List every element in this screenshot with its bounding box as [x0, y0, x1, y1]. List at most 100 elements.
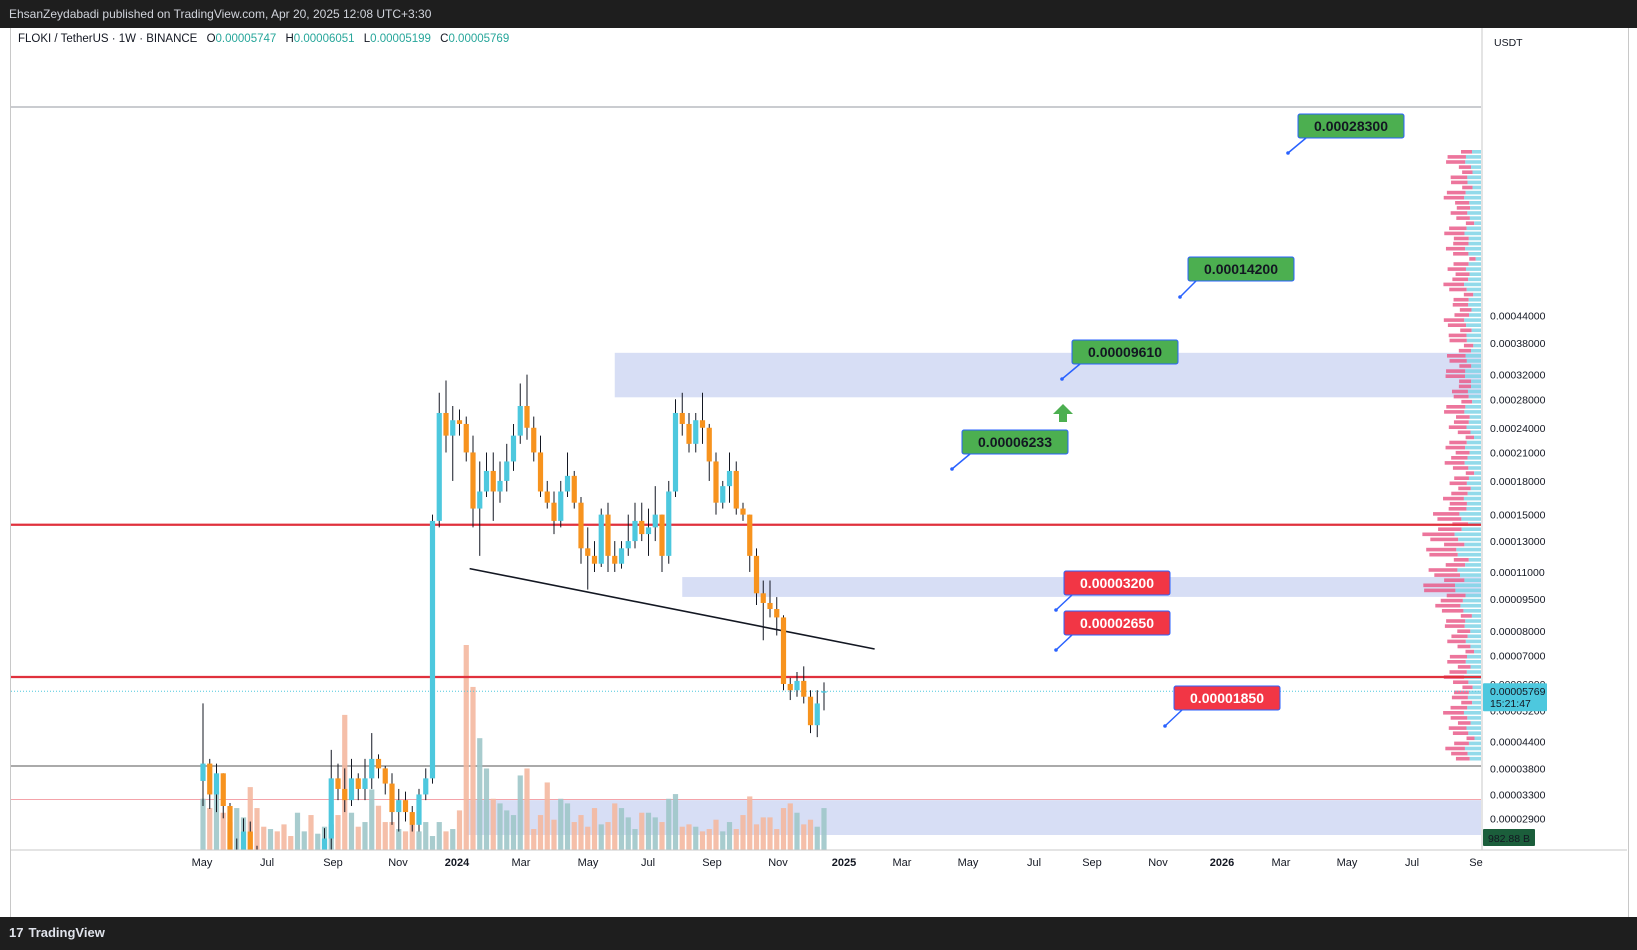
candle-body [551, 502, 557, 521]
candle-body [585, 548, 591, 556]
volume-bar [760, 817, 766, 850]
vp-buy-bar [1458, 537, 1481, 542]
price-chart[interactable]: 0.00028300 0.00014200 0.00009610 0.00006233… [0, 0, 1637, 917]
vp-buy-bar [1465, 639, 1481, 644]
tag-0.00003200: 0.00003200 [1054, 570, 1171, 612]
volume-bar [625, 817, 631, 850]
vp-buy-bar [1467, 180, 1481, 185]
volume-bar [612, 803, 618, 850]
vp-buy-bar [1471, 348, 1481, 353]
candle-body [335, 778, 341, 789]
tag-label: 0.00003200 [1080, 575, 1154, 591]
open-label: O [206, 33, 216, 45]
up-arrow-icon [1053, 404, 1073, 422]
vp-buy-bar [1474, 221, 1481, 225]
vp-buy-bar [1463, 496, 1481, 501]
symbol-legend: FLOKI / TetherUS · 1W · BINANCE O0.00005… [18, 33, 509, 45]
volume-bar [247, 787, 253, 850]
vp-buy-bar [1468, 680, 1481, 684]
vp-sell-bar [1457, 721, 1471, 725]
candle-body [348, 778, 355, 801]
vp-buy-bar [1468, 394, 1481, 399]
candle-body [787, 683, 793, 691]
vp-sell-bar [1460, 614, 1472, 618]
candle-body [396, 800, 402, 813]
y-tick-label: 0.00018000 [1490, 476, 1546, 488]
volume-bar [639, 812, 645, 850]
vp-sell-bar [1443, 195, 1465, 200]
tag-anchor-dot [1286, 151, 1290, 155]
vp-buy-bar [1464, 318, 1481, 322]
volume-bar [463, 645, 469, 850]
demand-zone [338, 901, 1481, 917]
candle-body [753, 555, 760, 594]
candle-body [672, 412, 679, 492]
candle-body [409, 812, 415, 825]
vp-buy-bar [1474, 736, 1481, 741]
vp-sell-bar [1449, 338, 1467, 343]
vp-buy-bar [1464, 195, 1481, 200]
x-tick-label: Sep [1082, 857, 1102, 869]
vp-buy-bar [1468, 252, 1481, 256]
vp-buy-bar [1470, 486, 1481, 491]
vp-buy-bar [1471, 308, 1481, 312]
vp-sell-bar [1453, 680, 1469, 684]
candle-body [814, 703, 820, 726]
candle-body [625, 541, 631, 549]
tv-logo-icon: 17 [9, 925, 24, 940]
vp-sell-bar [1458, 486, 1471, 491]
x-tick-label: Mar [512, 857, 531, 869]
candle-body [200, 763, 206, 781]
volume-bar [807, 819, 814, 850]
tag-label: 0.00028300 [1314, 118, 1388, 134]
tag-box [1063, 570, 1171, 596]
candle-body [321, 838, 328, 850]
candle-body [456, 420, 463, 424]
volume-bar [726, 822, 733, 850]
volume-bar [699, 831, 706, 850]
volume-bar [294, 812, 301, 850]
candle-body [720, 486, 726, 503]
vp-buy-bar [1464, 461, 1481, 465]
vp-buy-bar [1466, 333, 1481, 338]
vp-buy-bar [1471, 364, 1481, 368]
vp-sell-bar [1454, 476, 1469, 480]
candle-body [747, 514, 753, 556]
vp-sell-bar [1453, 262, 1469, 266]
vp-buy-bar [1472, 150, 1481, 154]
candle-body [355, 778, 361, 789]
vp-buy-bar [1465, 155, 1481, 159]
y-tick-label: 0.00004400 [1490, 736, 1546, 748]
volume-bar [517, 775, 523, 850]
y-tick-label: 0.00015000 [1490, 510, 1546, 522]
vp-sell-bar [1460, 328, 1472, 333]
vp-buy-bar [1471, 379, 1481, 384]
volume-bar [288, 836, 294, 850]
vp-buy-bar [1474, 471, 1481, 475]
volume-bar [429, 836, 436, 850]
tag-label: 0.00002650 [1080, 615, 1154, 631]
vp-buy-bar [1468, 731, 1481, 735]
volume-bar [416, 831, 422, 850]
tradingview-logo[interactable]: 17 TradingView [9, 925, 105, 940]
vp-buy-bar [1464, 746, 1481, 751]
vp-buy-bar [1464, 542, 1481, 547]
vp-sell-bar [1457, 629, 1471, 633]
volume-bar [821, 808, 827, 850]
volume-bar [632, 829, 638, 850]
y-tick-label: 0.00008000 [1490, 626, 1546, 638]
candle-body [524, 405, 530, 428]
tag-anchor-dot [1054, 648, 1058, 652]
vp-sell-bar [1451, 695, 1468, 700]
vp-buy-bar [1465, 369, 1481, 373]
vp-sell-bar [1450, 211, 1468, 215]
vp-sell-bar [1447, 323, 1467, 327]
tag-box [1187, 256, 1295, 282]
vp-sell-bar [1445, 246, 1466, 251]
vp-buy-bar [1460, 603, 1481, 608]
vp-buy-bar [1468, 690, 1481, 695]
vp-sell-bar [1457, 665, 1471, 669]
volume-bar [207, 808, 213, 850]
candle-body [382, 768, 388, 784]
volume-bar [774, 829, 780, 850]
